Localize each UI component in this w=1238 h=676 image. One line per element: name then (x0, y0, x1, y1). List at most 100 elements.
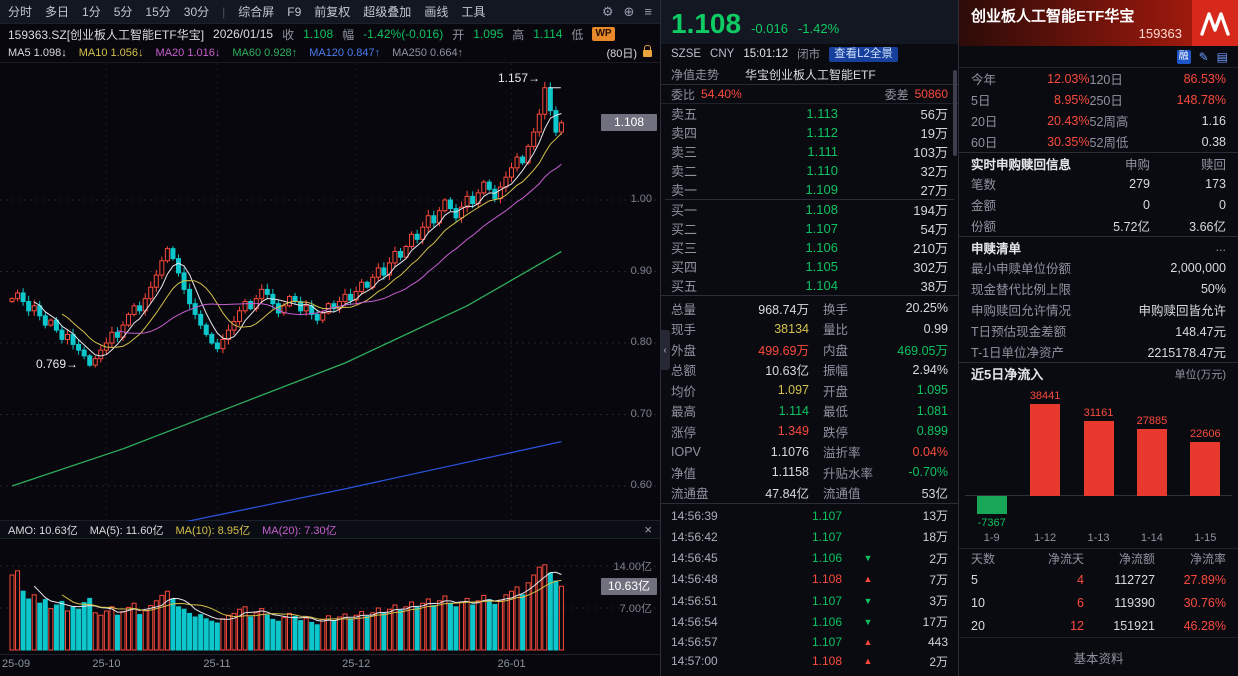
price-change: -0.016 (751, 21, 788, 36)
collapse-panel-icon[interactable]: ‹ (660, 330, 670, 370)
toolbar-item[interactable]: 前复权 (314, 5, 351, 19)
subscription-row: 份额 5.72亿 3.66亿 (959, 215, 1238, 236)
flow-x-label: 1-9 (983, 532, 1000, 544)
ask-list[interactable]: 卖五 1.113 56万卖四 1.112 19万 卖三 1.111 103万 卖二 1.110 32… (661, 104, 958, 199)
toolbar-item[interactable]: 画线 (424, 5, 449, 19)
scrollbar-thumb[interactable] (953, 70, 957, 156)
level-label: 卖四 (671, 126, 698, 141)
period-label[interactable]: (80日) (606, 48, 637, 60)
tick-volume: 2万 (929, 551, 948, 566)
redemption-row: 现金替代比例上限 50% (959, 278, 1238, 299)
tab-basic-info[interactable]: 基本资料 (959, 637, 1238, 676)
ask-row[interactable]: 卖一 1.109 27万 (661, 180, 958, 199)
tick-row: 14:56:54 1.106 ▼ 17万 (661, 613, 958, 630)
flow-bar (1030, 404, 1061, 496)
amo-value: MA(10): 8.95亿 (175, 524, 251, 537)
flow-table-row: 20 12 151921 46.28% (959, 614, 1238, 637)
ask-row[interactable]: 卖三 1.111 103万 (661, 142, 958, 161)
ma-row-right: (80日) (606, 44, 652, 61)
margin-badge[interactable]: 融 (1176, 49, 1191, 64)
flow-bar-value: -7367 (977, 516, 1006, 529)
flow-x-label: 1-14 (1140, 532, 1163, 544)
stat-value: 10.63亿 (765, 364, 809, 379)
tick-price: 1.108 (811, 654, 842, 669)
stats-list: 总量 968.74万 换手 20.25% 现手 38134 量比 0.99 外盘 499.69万内… (661, 295, 958, 503)
bid-row[interactable]: 买三 1.106 210万 (661, 238, 958, 257)
toolbar-item[interactable]: 工具 (461, 5, 486, 19)
info-segment: 高 (512, 27, 525, 42)
perf-row: 5日 8.95% 250日 148.78% (959, 89, 1238, 110)
bid-row[interactable]: 买一 1.108 194万 (661, 200, 958, 219)
subscribe-value: 5.72亿 (1113, 220, 1150, 234)
tick-list[interactable]: 14:56:39 1.107 13万 14:56:42 1.107 18万 14:56:45… (661, 503, 958, 676)
redemption-title: 申赎清单 (971, 241, 1022, 256)
menu-icon[interactable]: ≡ (644, 3, 652, 19)
y-axis-label: 0.90 (630, 264, 652, 277)
volume-chart[interactable]: 14.00亿 10.63亿 7.00亿 (0, 539, 660, 654)
amo-value: MA(5): 11.60亿 (89, 524, 164, 537)
stat-label: 流通值 (823, 487, 861, 502)
ask-row[interactable]: 卖二 1.110 32万 (661, 161, 958, 180)
ask-price: 1.113 (806, 106, 838, 121)
last-price: 1.108 (671, 8, 742, 39)
close-icon[interactable]: × (644, 522, 652, 537)
stat-value: 47.84亿 (765, 487, 809, 502)
gear-icon[interactable]: ⚙ (601, 3, 614, 19)
perf-label: 120日 (1089, 73, 1123, 87)
tool-icons: ✎ ▤ (1199, 50, 1228, 64)
flow-bar (1190, 441, 1221, 496)
ma-value: MA250 0.664↑ (392, 47, 464, 59)
toolbar-item[interactable]: 1分 (82, 5, 101, 19)
net-inflow-chart: -7367 38441 31161 27885 22606 (959, 384, 1238, 532)
fund-name-link[interactable]: 华宝创业板人工智能ETF (745, 67, 876, 82)
ask-row[interactable]: 卖四 1.112 19万 (661, 123, 958, 142)
bid-row[interactable]: 买四 1.105 302万 (661, 257, 958, 276)
info-segment: 幅 (342, 27, 355, 42)
stats-row: 净值 1.1158 升贴水率 -0.70% (661, 462, 958, 483)
net-inflow-unit: 单位(万元) (1174, 368, 1226, 381)
x-axis: 25-09 25-10 25-11 25-12 26-01 (0, 654, 660, 676)
kline-icon[interactable]: ▤ (1216, 49, 1228, 64)
more-link[interactable]: ... (1215, 240, 1226, 254)
toolbar-item[interactable]: 分时 (8, 5, 33, 19)
nav-trend-link[interactable]: 净值走势 (671, 67, 720, 82)
bid-row[interactable]: 买二 1.107 54万 (661, 219, 958, 238)
perf-value: 148.78% (1176, 92, 1226, 107)
toolbar-item[interactable]: 综合屏 (238, 5, 275, 19)
net-inflow-title: 近5日净流入 (971, 367, 1044, 382)
tick-arrow-up-icon: ▲ (863, 636, 873, 647)
redemption-label: 最小申赎单位份额 (971, 262, 1072, 276)
flow-col-header: 净流天 (1047, 552, 1084, 566)
flow-cell-value: 27.89% (1183, 572, 1226, 587)
ask-price: 1.112 (806, 125, 838, 140)
tick-price: 1.107 (811, 593, 842, 608)
stats-row: IOPV 1.1076 溢折率 0.04% (661, 442, 958, 463)
x-axis-label: 25-10 (92, 658, 121, 670)
stats-row: 总额 10.63亿 振幅 2.94% (661, 360, 958, 381)
pencil-icon[interactable]: ✎ (1198, 49, 1209, 64)
bid-list[interactable]: 买一 1.108 194万 买二 1.107 54万 买三 1.106 210万 买四 1.105 3… (661, 200, 958, 295)
stat-value: 53亿 (921, 487, 948, 502)
l2-link[interactable]: 查看L2全景 (829, 46, 898, 62)
toolbar-item[interactable]: 多日 (45, 5, 70, 19)
toolbar-item[interactable]: 30分 (183, 5, 210, 19)
toolbar-item[interactable]: 超级叠加 (363, 5, 412, 19)
flow-cell-value: 20 (971, 618, 985, 633)
quote-time: 15:01:12 (743, 48, 789, 60)
bid-row[interactable]: 买五 1.104 38万 (661, 276, 958, 295)
add-icon[interactable]: ⊕ (623, 3, 635, 19)
subscription-row: 笔数 279 173 (959, 173, 1238, 194)
ask-volume: 103万 (913, 145, 948, 160)
stat-label: 量比 (823, 323, 849, 338)
toolbar-item[interactable]: F9 (287, 4, 302, 19)
toolbar-item[interactable]: 15分 (145, 5, 171, 19)
redemption-section-title: 申赎清单 ... (959, 236, 1238, 257)
stat-label: 最高 (671, 405, 697, 420)
ask-row[interactable]: 卖五 1.113 56万 (661, 104, 958, 123)
ask-volume: 19万 (920, 126, 948, 141)
candlestick-chart[interactable]: 1.00 0.90 0.80 0.70 0.60 1.157→ 0.769→ 1.108 (0, 62, 660, 521)
toolbar-item[interactable]: 5分 (113, 5, 133, 19)
amo-items: AMO: 10.63亿 MA(5): 11.60亿 MA(10): 8.95亿 MA(… (8, 522, 337, 538)
stat-value: 1.1158 (771, 465, 809, 480)
chart-section: 分时 多日 1分 5分 15分 30分 | 综合屏 F9 前复权 超级叠加 画线 工具 ⚙ ⊕ ≡ 1593… (0, 0, 660, 676)
